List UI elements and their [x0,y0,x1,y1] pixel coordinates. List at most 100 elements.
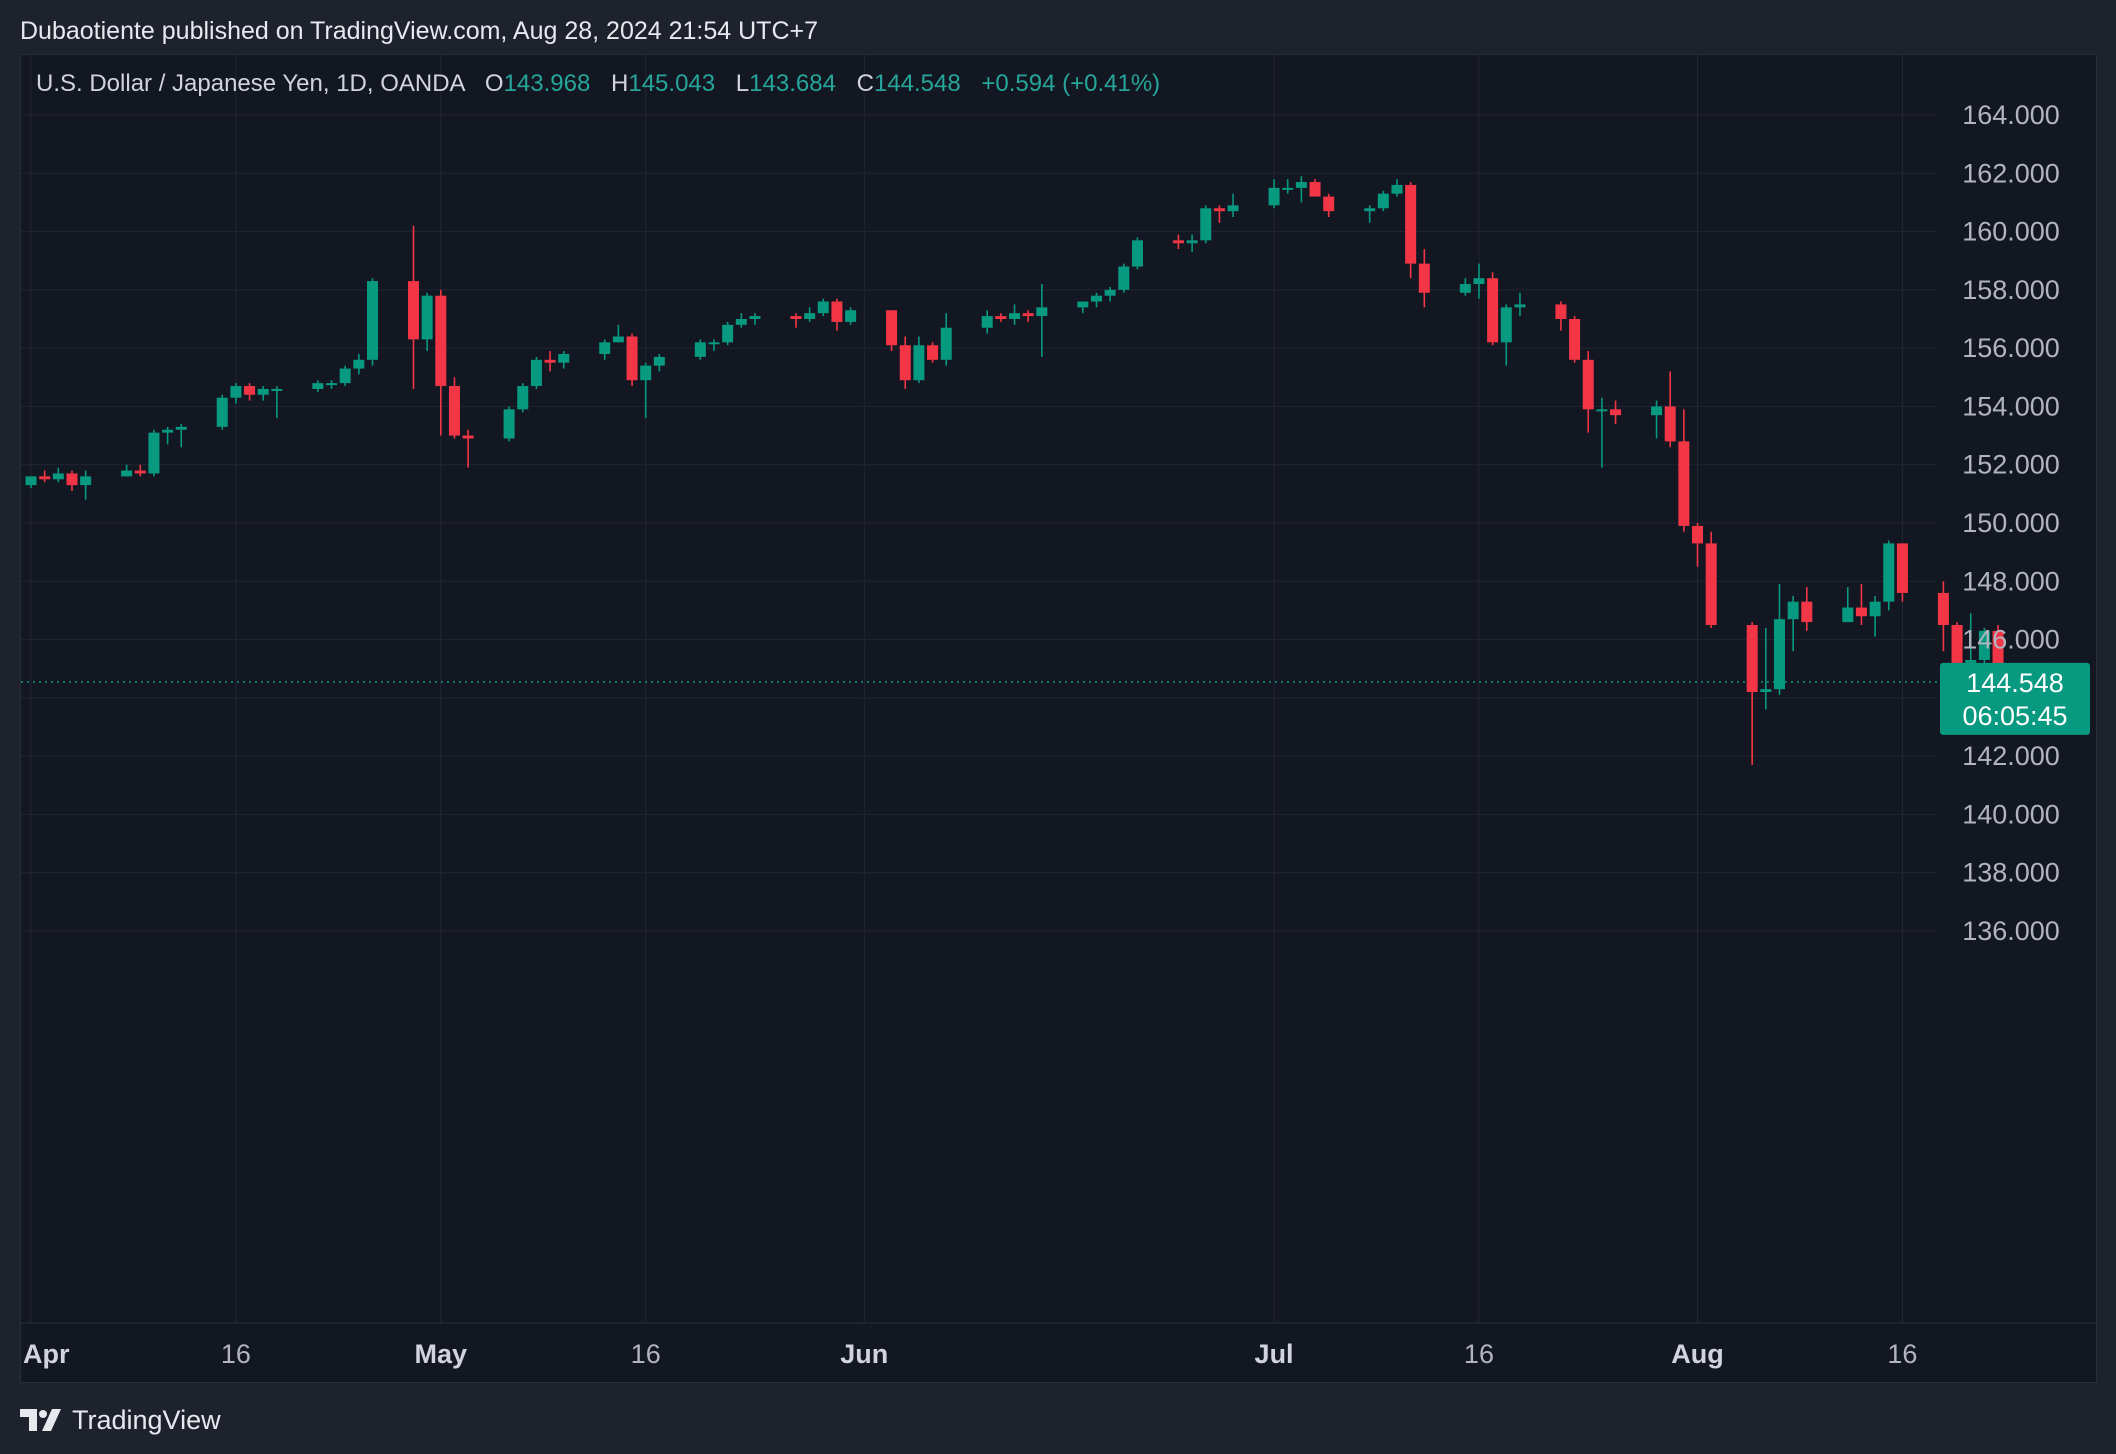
price-tick-label: 164.000 [1962,100,2060,130]
candle [995,313,1007,322]
price-tick-label: 142.000 [1962,741,2060,771]
candle [1473,263,1485,299]
candle-body [52,473,64,480]
candle [981,310,993,334]
price-tick-label: 158.000 [1962,275,2060,305]
candle [162,426,174,445]
candle-body [612,336,624,343]
candle-body [749,316,761,319]
candle [1268,179,1280,209]
candle [326,380,338,389]
close-value: 144.548 [873,70,961,97]
candle-body [1213,208,1225,212]
candle-body [1678,441,1690,526]
candle [1213,205,1225,223]
candle [640,362,652,419]
candle-body [1459,284,1471,293]
candle-body [162,429,174,433]
time-axis[interactable]: Apr 16 May 16 Jun Jul 16 Aug 16 [23,1339,1917,1369]
candle-body [1364,208,1376,212]
candle [1022,310,1034,322]
candle [80,470,92,500]
candle [312,380,324,392]
candle [831,298,843,331]
candle-body [503,409,515,439]
time-tick-label: Aug [1671,1339,1723,1369]
candle-body [1268,187,1280,206]
tradingview-logo-icon[interactable] [20,1409,62,1431]
time-tick-label: 16 [1887,1339,1917,1369]
candle-body [1746,625,1758,693]
candle [1978,627,1990,666]
price-tag-box [1940,662,2090,735]
symbol-name[interactable]: U.S. Dollar / Japanese Yen, 1D, OANDA [36,70,465,97]
candle-body [271,388,283,391]
candle-body [913,345,925,381]
candle [1869,595,1881,637]
candle [421,292,433,352]
candle-body [995,316,1007,319]
candle-body [1896,543,1908,593]
candle [1760,627,1772,710]
candle [367,278,378,366]
candle [1500,304,1512,366]
candle-body [1131,240,1143,267]
candle [1309,179,1321,197]
candle [1282,179,1294,194]
candle-body [1937,592,1949,625]
candle [148,429,160,477]
time-tick-label: Apr [23,1339,70,1369]
candle-body [230,386,242,398]
price-tick-label: 156.000 [1962,333,2060,363]
candle [1664,371,1676,448]
chart-panel[interactable]: 136.000138.000140.000142.000144.000146.0… [20,54,2097,1383]
candle-body [367,281,378,360]
candles [25,176,2072,765]
candle [612,324,624,343]
candle-body [1555,304,1567,319]
candle-body [1295,182,1307,188]
candle-body [940,327,952,360]
time-tick-label: Jun [840,1339,888,1369]
candle-body [899,345,911,381]
open-key: O [484,70,504,97]
time-tick-label: 16 [631,1339,661,1369]
candle [1692,523,1704,567]
price-tick-label: 138.000 [1962,858,2060,888]
footer-brand[interactable]: TradingView [72,1404,221,1435]
price-axis[interactable]: 136.000138.000140.000142.000144.000146.0… [1962,100,2060,946]
candle [558,351,570,369]
candle [66,470,78,491]
price-tick-label: 136.000 [1962,916,2060,946]
candle-body [1801,601,1813,623]
candle-body [1869,601,1881,617]
candle-body [708,342,720,345]
candle-body [1500,307,1512,343]
high-key: H [611,70,629,97]
candle [749,313,761,325]
candle [1596,397,1608,468]
candlestick-chart[interactable]: 136.000138.000140.000142.000144.000146.0… [21,55,2096,1382]
candle [230,383,242,404]
candle-body [421,295,433,340]
candle [1364,205,1376,223]
candle-body [735,319,747,325]
candle [1418,249,1430,308]
candle-body [121,470,133,477]
candle-body [216,397,228,427]
candle [1610,400,1622,424]
candle-body [558,353,570,363]
candle [1405,182,1417,279]
time-tick-label: May [415,1339,468,1369]
candle-body [1651,406,1663,416]
candle-body [1118,266,1130,290]
candle [1555,301,1567,331]
candle [271,386,283,419]
candle-body [599,342,611,354]
candle-body [257,388,269,395]
candle [1186,234,1198,252]
candle-body [640,365,652,381]
candle [1678,409,1690,532]
candle [1323,193,1335,217]
candle [1787,595,1799,652]
